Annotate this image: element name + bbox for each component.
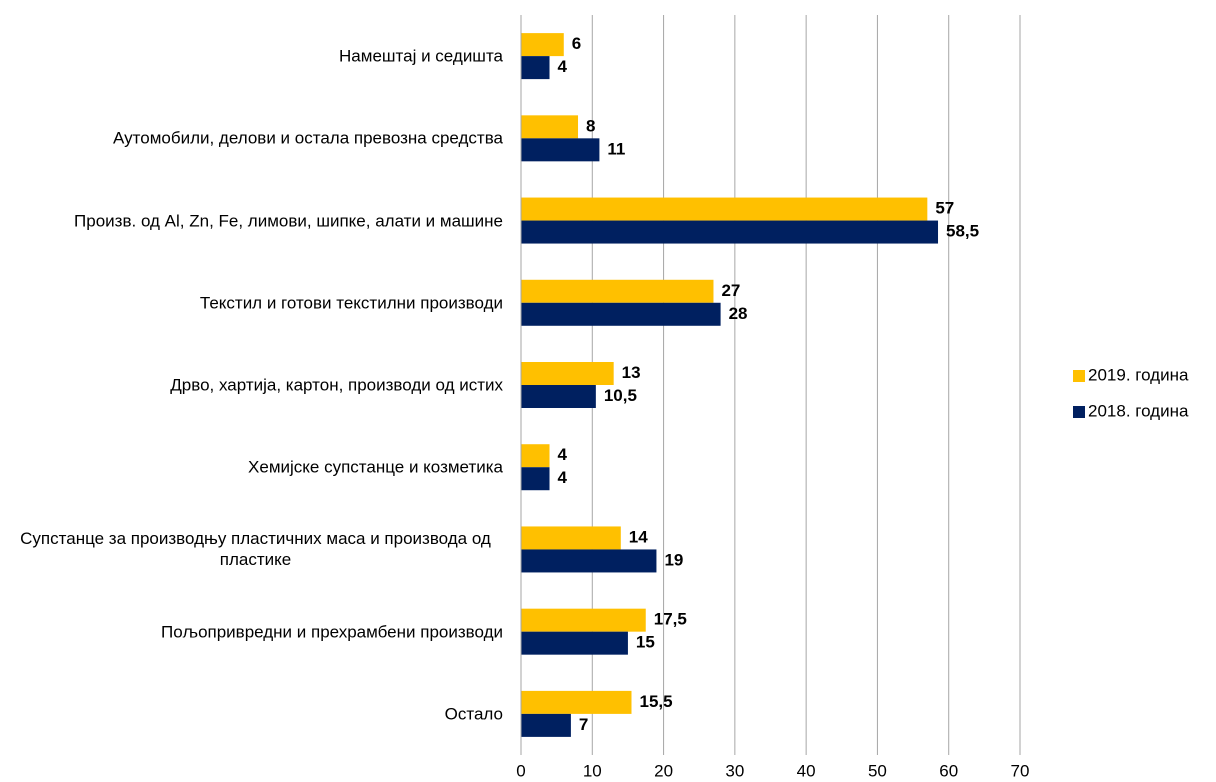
bar xyxy=(521,279,714,303)
category-label: Остало xyxy=(444,704,503,724)
value-label: 7 xyxy=(579,715,588,734)
value-label: 14 xyxy=(629,527,648,546)
value-label: 4 xyxy=(558,57,568,76)
legend-label: 2018. година xyxy=(1088,401,1189,420)
value-label: 4 xyxy=(558,468,568,487)
value-label: 19 xyxy=(664,550,683,569)
value-label: 8 xyxy=(586,116,595,135)
bar xyxy=(521,385,596,408)
value-label: 15 xyxy=(636,633,655,652)
value-label: 6 xyxy=(572,34,581,53)
value-label: 13 xyxy=(622,363,641,382)
category-label: Произв. од Al, Zn, Fe, лимови, шипке, ал… xyxy=(74,211,503,231)
category-label: Аутомобили, делови и остала превозна сре… xyxy=(113,128,503,148)
category-label: Намештај и седишта xyxy=(339,46,503,66)
x-tick-label: 60 xyxy=(939,761,958,780)
bar xyxy=(521,526,621,550)
value-label: 15,5 xyxy=(639,692,672,711)
bar xyxy=(521,33,564,57)
bar xyxy=(521,362,614,385)
x-tick-label: 30 xyxy=(725,761,744,780)
category-label: Супстанце за производњу пластичних маса … xyxy=(20,529,491,570)
bar xyxy=(521,220,939,244)
x-tick-label: 50 xyxy=(868,761,887,780)
category-label: Хемијске супстанце и козметика xyxy=(248,457,503,477)
x-tick-label: 10 xyxy=(583,761,602,780)
value-label: 57 xyxy=(935,199,954,218)
legend-label: 2019. година xyxy=(1088,365,1189,384)
value-label: 11 xyxy=(607,139,625,158)
bar xyxy=(521,138,600,162)
value-label: 58,5 xyxy=(946,222,979,241)
x-tick-label: 20 xyxy=(654,761,673,780)
bar xyxy=(521,608,646,632)
x-tick-label: 40 xyxy=(797,761,816,780)
bar xyxy=(521,631,628,655)
value-label: 28 xyxy=(729,304,748,323)
bar xyxy=(521,444,550,468)
legend-swatch xyxy=(1073,370,1085,382)
category-label: Текстил и готови текстилни производи xyxy=(199,293,503,313)
legend-swatch xyxy=(1073,406,1085,418)
value-label: 4 xyxy=(558,445,568,464)
bar xyxy=(521,713,571,737)
bar xyxy=(521,467,550,491)
bar xyxy=(521,302,721,326)
bar xyxy=(521,690,632,714)
category-label: Пољопривредни и прехрамбени производи xyxy=(160,622,503,642)
value-label: 10,5 xyxy=(604,386,637,405)
x-tick-label: 70 xyxy=(1011,761,1030,780)
bar xyxy=(521,56,550,80)
x-tick-label: 0 xyxy=(516,761,525,780)
value-label: 17,5 xyxy=(654,610,687,629)
value-label: 27 xyxy=(721,281,740,300)
bar xyxy=(521,197,928,221)
bar xyxy=(521,549,657,573)
category-label: Дрво, хартија, картон, производи од исти… xyxy=(170,375,503,395)
bar xyxy=(521,115,579,139)
